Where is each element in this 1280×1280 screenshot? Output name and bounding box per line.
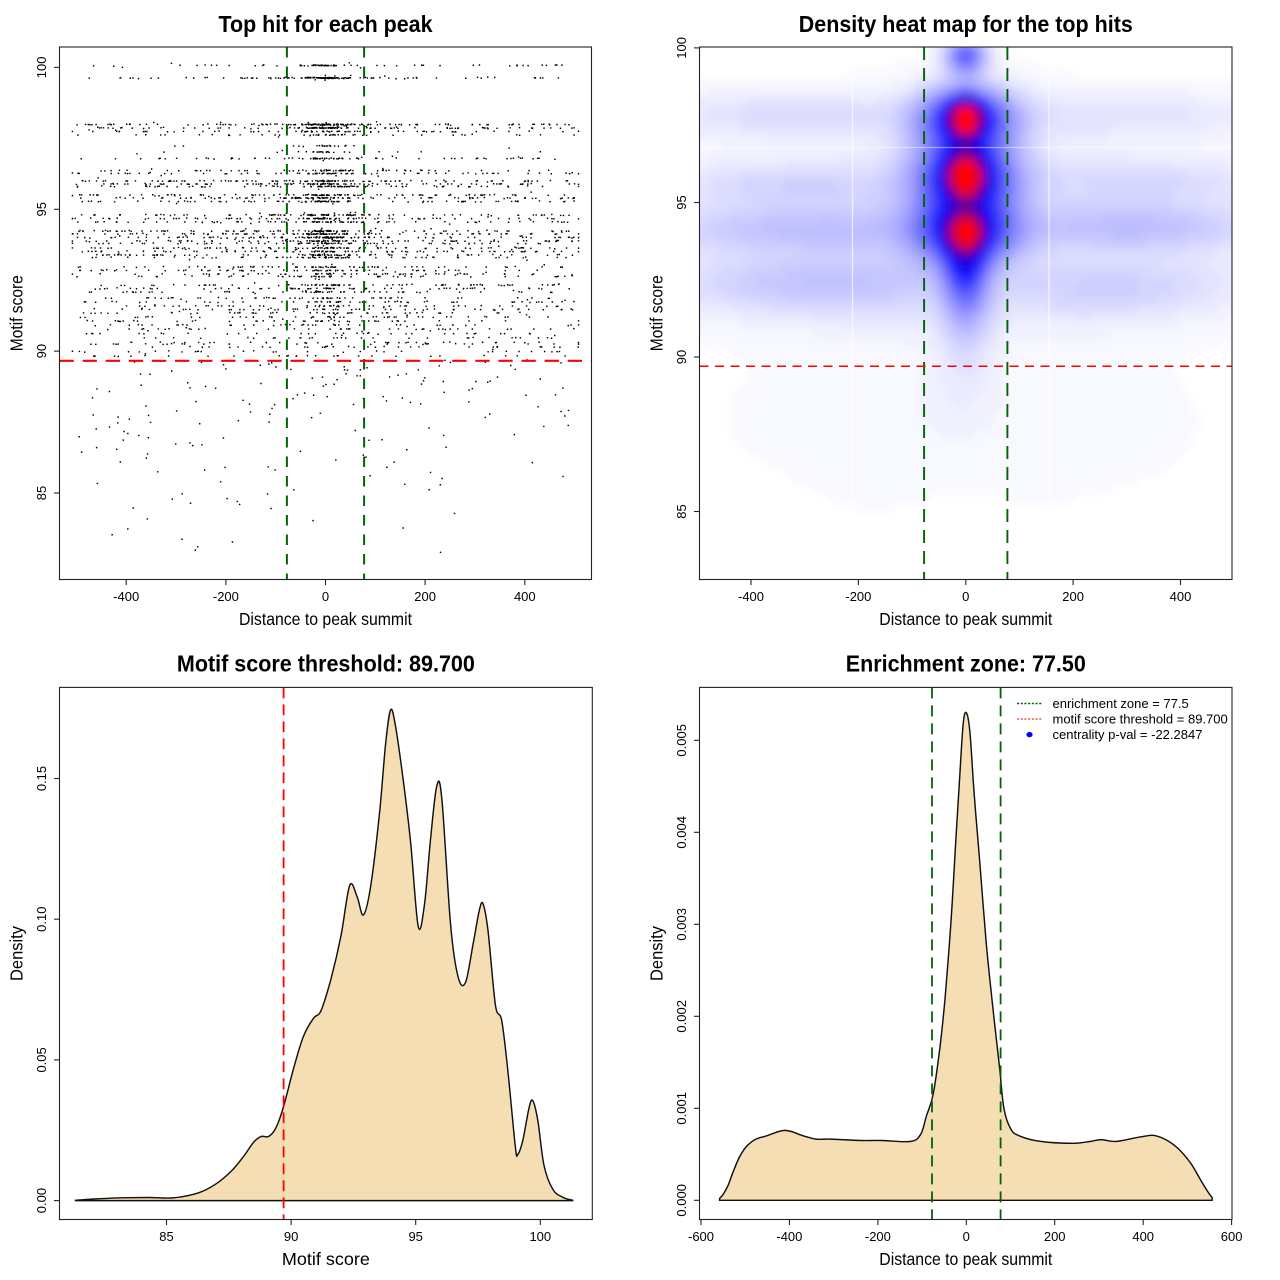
svg-text:0.004: 0.004 [674, 816, 689, 849]
svg-text:0.005: 0.005 [674, 724, 689, 757]
svg-text:0.003: 0.003 [674, 908, 689, 941]
svg-text:Distance to peak summit: Distance to peak summit [879, 1249, 1052, 1269]
svg-text:Density: Density [7, 926, 27, 981]
svg-text:Motif score threshold: 89.700: Motif score threshold: 89.700 [177, 650, 475, 676]
svg-text:0: 0 [963, 1229, 970, 1244]
svg-text:-200: -200 [845, 589, 871, 604]
svg-text:100: 100 [529, 1229, 551, 1244]
svg-text:200: 200 [414, 589, 436, 604]
svg-text:-400: -400 [776, 1229, 802, 1244]
svg-text:-200: -200 [213, 589, 239, 604]
svg-text:200: 200 [1044, 1229, 1066, 1244]
svg-text:95: 95 [408, 1229, 422, 1244]
svg-text:400: 400 [1132, 1229, 1154, 1244]
svg-text:Motif score: Motif score [282, 1249, 370, 1269]
svg-text:90: 90 [34, 344, 49, 358]
svg-text:Density heat map for the top h: Density heat map for the top hits [799, 11, 1133, 37]
svg-text:Distance to peak summit: Distance to peak summit [239, 609, 412, 629]
svg-text:95: 95 [34, 202, 49, 216]
svg-text:85: 85 [159, 1229, 173, 1244]
svg-text:0.002: 0.002 [674, 1000, 689, 1033]
svg-text:-400: -400 [738, 589, 764, 604]
svg-text:85: 85 [674, 504, 689, 518]
svg-text:enrichment zone = 77.5: enrichment zone = 77.5 [1053, 696, 1189, 711]
svg-text:motif score threshold = 89.700: motif score threshold = 89.700 [1053, 712, 1228, 727]
svg-text:0: 0 [962, 589, 969, 604]
svg-text:centrality p-val = -22.2847: centrality p-val = -22.2847 [1053, 727, 1203, 742]
svg-text:95: 95 [674, 195, 689, 209]
svg-text:100: 100 [34, 57, 49, 79]
svg-text:100: 100 [674, 37, 689, 59]
svg-text:Top hit for each peak: Top hit for each peak [219, 11, 433, 37]
svg-text:0.10: 0.10 [34, 907, 49, 932]
svg-text:0.00: 0.00 [34, 1188, 49, 1213]
svg-text:Enrichment zone: 77.50: Enrichment zone: 77.50 [846, 650, 1086, 676]
svg-text:400: 400 [514, 589, 536, 604]
svg-text:Distance to peak summit: Distance to peak summit [879, 609, 1052, 629]
svg-text:-400: -400 [113, 589, 139, 604]
svg-text:0: 0 [322, 589, 329, 604]
svg-text:Motif score: Motif score [7, 275, 27, 351]
svg-text:0.05: 0.05 [34, 1047, 49, 1072]
svg-text:Density: Density [647, 926, 667, 981]
svg-text:90: 90 [284, 1229, 298, 1244]
svg-text:0.15: 0.15 [34, 766, 49, 791]
svg-text:400: 400 [1170, 589, 1192, 604]
svg-text:200: 200 [1062, 589, 1084, 604]
svg-text:0.000: 0.000 [674, 1184, 689, 1217]
svg-text:0.001: 0.001 [674, 1092, 689, 1125]
svg-text:600: 600 [1221, 1229, 1243, 1244]
svg-text:Motif score: Motif score [647, 275, 667, 351]
svg-text:-600: -600 [688, 1229, 714, 1244]
svg-text:85: 85 [34, 486, 49, 500]
svg-text:-200: -200 [865, 1229, 891, 1244]
svg-text:90: 90 [674, 350, 689, 364]
